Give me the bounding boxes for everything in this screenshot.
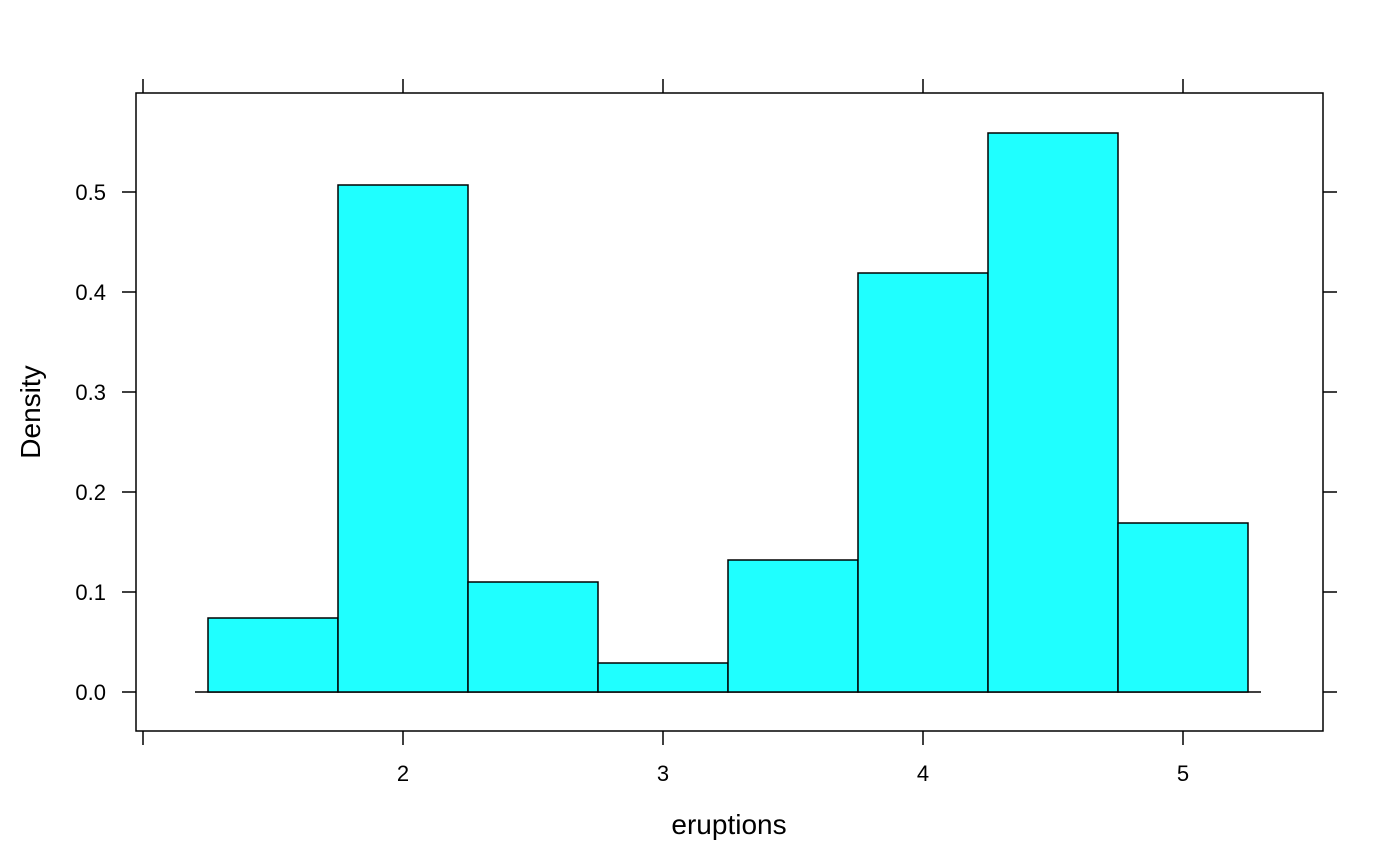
y-axis-tick-labels: 0.0 0.1 0.2 0.3 0.4 0.5 <box>75 180 106 705</box>
y-tick-label-5: 0.4 <box>75 280 106 305</box>
histogram-bar-1 <box>207 617 339 693</box>
histogram-bar-3 <box>467 581 599 693</box>
y-tick-label-6: 0.5 <box>75 180 106 205</box>
y-tick-label-3: 0.2 <box>75 480 106 505</box>
y-tick-label-2: 0.1 <box>75 580 106 605</box>
histogram-bar-8 <box>1117 522 1249 693</box>
histogram-bar-6 <box>857 272 989 693</box>
x-tick-label-2: 3 <box>657 761 669 786</box>
histogram-bar-2 <box>337 184 469 693</box>
y-tick-label-4: 0.3 <box>75 380 106 405</box>
x-tick-label-4: 5 <box>1177 761 1189 786</box>
histogram-bars <box>207 132 1249 693</box>
x-tick-label-3: 4 <box>917 761 929 786</box>
y-axis-ticks <box>122 191 1337 693</box>
histogram-bar-4 <box>597 662 729 693</box>
x-axis-ticks <box>142 79 1184 745</box>
histogram-bar-5 <box>727 559 859 693</box>
y-axis-label: Density <box>15 365 46 458</box>
histogram-bar-7 <box>987 132 1119 693</box>
x-axis-tick-labels: 2 3 4 5 <box>397 761 1189 786</box>
x-tick-label-1: 2 <box>397 761 409 786</box>
plot-panel-frame <box>135 92 1324 732</box>
x-axis-label: eruptions <box>671 809 786 840</box>
y-tick-label-1: 0.0 <box>75 680 106 705</box>
